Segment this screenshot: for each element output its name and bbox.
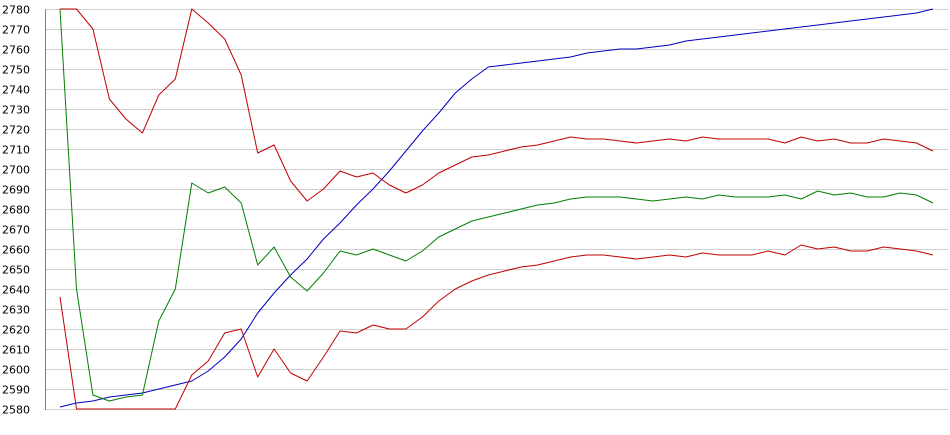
y-tick-label-2700: 2700 — [2, 164, 30, 177]
series-line-2 — [59, 8, 934, 402]
y-tick-label-2660: 2660 — [2, 244, 30, 257]
y-tick-label-2730: 2730 — [2, 104, 30, 117]
y-tick-label-2600: 2600 — [2, 364, 30, 377]
y-tick-label-2770: 2770 — [2, 24, 30, 37]
series-line-1 — [59, 8, 934, 408]
y-tick-label-2680: 2680 — [2, 204, 30, 217]
y-tick-label-2670: 2670 — [2, 224, 30, 237]
y-tick-label-2620: 2620 — [2, 324, 30, 337]
y-axis-tick-labels: 2580 2590 2600 2610 2620 2630 2640 2650 2660 2670… — [2, 4, 30, 417]
y-tick-label-2630: 2630 — [2, 304, 30, 317]
gridlines — [45, 9, 948, 410]
y-tick-label-2590: 2590 — [2, 384, 30, 397]
y-tick-label-2720: 2720 — [2, 124, 30, 137]
y-tick-label-2580: 2580 — [2, 404, 30, 417]
series-lines — [59, 8, 934, 410]
y-tick-label-2610: 2610 — [2, 344, 30, 357]
y-tick-label-2710: 2710 — [2, 144, 30, 157]
y-tick-label-2640: 2640 — [2, 284, 30, 297]
y-tick-label-2760: 2760 — [2, 44, 30, 57]
y-tick-label-2740: 2740 — [2, 84, 30, 97]
y-tick-label-2650: 2650 — [2, 264, 30, 277]
y-tick-label-2780: 2780 — [2, 4, 30, 17]
y-tick-label-2750: 2750 — [2, 64, 30, 77]
series-line-3 — [60, 8, 934, 202]
series-line-4 — [59, 244, 934, 410]
y-tick-label-2690: 2690 — [2, 184, 30, 197]
